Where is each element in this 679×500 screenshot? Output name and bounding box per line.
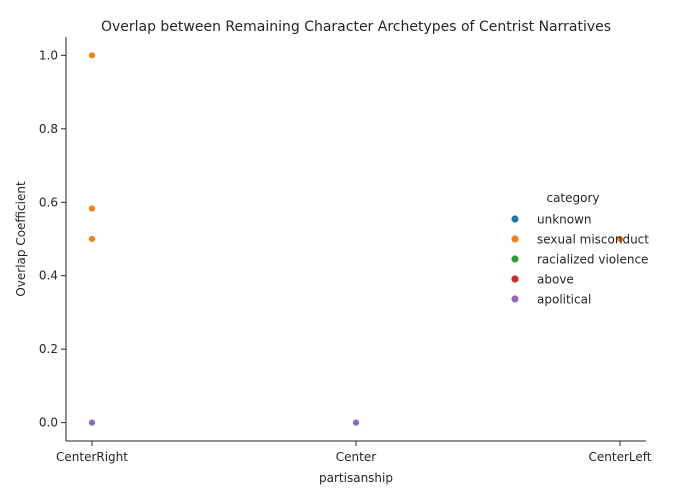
data-point: [88, 204, 96, 213]
x-tick-label: CenterLeft: [589, 450, 652, 464]
y-tick-label: 0.4: [39, 269, 58, 283]
x-axis-title: partisanship: [319, 471, 393, 485]
data-point: [352, 418, 360, 427]
data-point: [88, 418, 96, 427]
legend-label: above: [537, 273, 574, 287]
legend: category unknown sexual misconduct raciali…: [511, 191, 649, 307]
y-tick-label: 1.0: [39, 48, 58, 62]
y-tick-label: 0.8: [39, 122, 58, 136]
y-tick-label: 0.2: [39, 342, 58, 356]
legend-marker: [511, 275, 519, 283]
data-point: [88, 235, 96, 243]
legend-marker: [511, 235, 519, 243]
legend-label: racialized violence: [537, 253, 648, 267]
legend-label: apolitical: [537, 293, 591, 307]
legend-marker: [511, 255, 519, 263]
y-axis-ticks: 0.0 0.2 0.4 0.6 0.8 1.0: [39, 48, 66, 430]
x-tick-label: CenterRight: [56, 450, 128, 464]
legend-label: sexual misconduct: [537, 233, 649, 247]
legend-title: category: [546, 191, 599, 205]
y-axis-title: Overlap Coefficient: [14, 181, 28, 297]
data-point: [616, 235, 624, 243]
data-point: [88, 51, 96, 60]
y-tick-label: 0.0: [39, 416, 58, 430]
x-tick-label: Center: [336, 450, 376, 464]
y-tick-label: 0.6: [39, 195, 58, 209]
legend-marker: [511, 295, 519, 303]
legend-marker: [511, 215, 519, 223]
chart-title: Overlap between Remaining Character Arch…: [101, 19, 611, 35]
x-axis-ticks: CenterRight Center CenterLeft: [56, 441, 652, 464]
legend-label: unknown: [537, 213, 592, 227]
data-points: [88, 51, 624, 427]
